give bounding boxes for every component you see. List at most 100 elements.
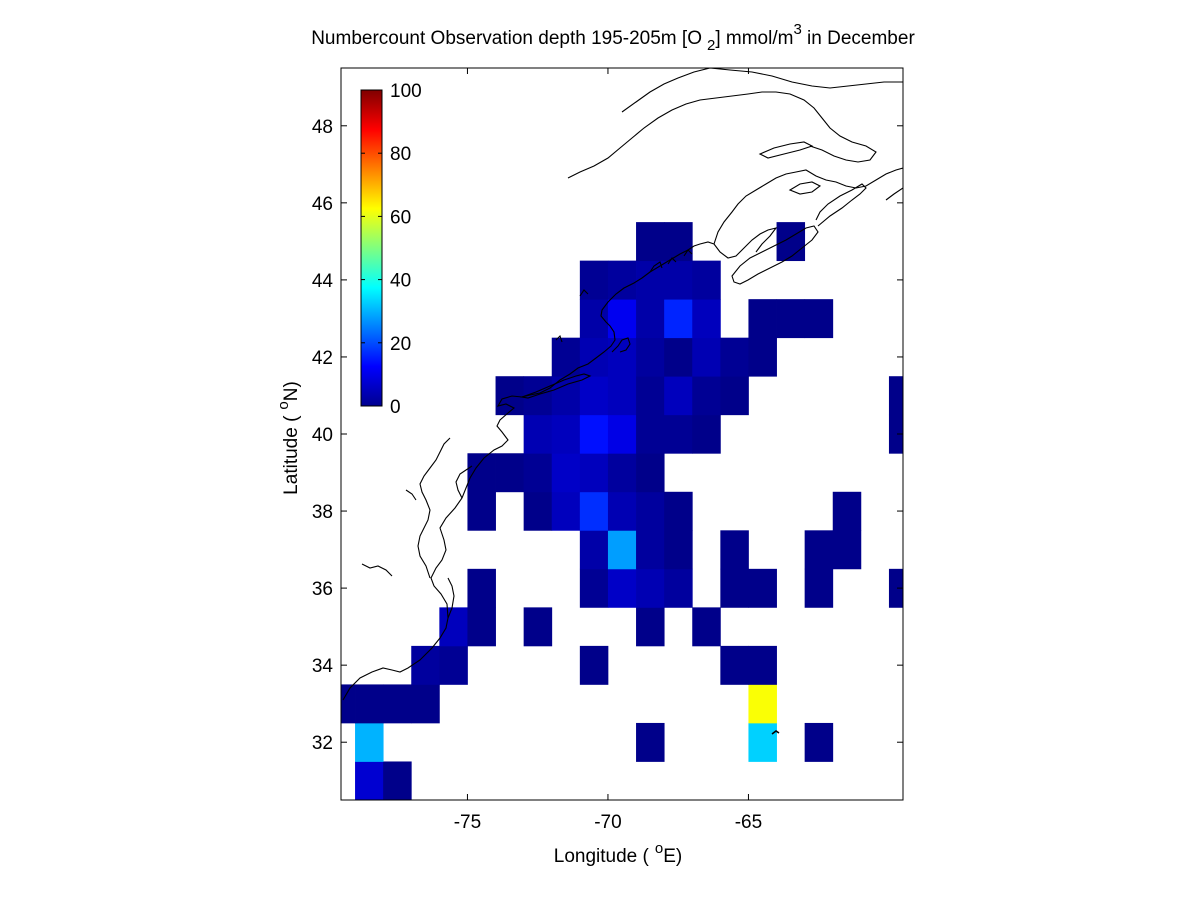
heatmap-cell — [748, 568, 777, 608]
heatmap-cell — [579, 530, 609, 570]
heatmap-cell — [495, 453, 525, 493]
heatmap-cell — [832, 530, 862, 570]
heatmap-cell — [692, 299, 721, 339]
coastline-nova-scotia — [731, 225, 819, 285]
heatmap-cell — [748, 645, 777, 685]
heatmap-cell — [551, 337, 581, 377]
heatmap-cell — [579, 568, 609, 608]
heatmap-cell — [383, 684, 412, 724]
heatmap-cell — [776, 299, 806, 339]
heatmap-cell — [579, 299, 609, 339]
title-superscript: 3 — [793, 21, 801, 38]
x-axis-ticks: -75 -70 -65 — [454, 68, 762, 833]
coastline-bay-of-fundy — [713, 227, 778, 259]
coastline-maine-islands — [555, 249, 693, 343]
title-subscript: 2 — [707, 37, 715, 54]
heatmap-cell — [720, 530, 749, 570]
y-tick-label: 42 — [312, 348, 333, 369]
heatmap-cell — [523, 414, 553, 454]
colorbar-tick-label: 80 — [390, 144, 411, 165]
heatmap-cell — [692, 414, 721, 454]
heatmap-cell — [832, 491, 862, 531]
heatmap-cell — [720, 337, 749, 377]
heatmap-cell — [607, 376, 637, 416]
y-tick-label: 32 — [312, 733, 333, 754]
colorbar-bar — [360, 89, 383, 407]
heatmap-cell — [664, 568, 693, 608]
heatmap-cell — [523, 607, 553, 647]
y-tick-label: 46 — [312, 194, 333, 215]
heatmap-cell — [579, 453, 609, 493]
heatmap-cell — [888, 376, 903, 416]
heatmap-cell — [720, 568, 749, 608]
coastline-us-east — [342, 241, 715, 701]
coastline-st-lawrence-north — [621, 68, 903, 113]
heatmap-cell — [579, 645, 609, 685]
heatmap-cell — [355, 684, 384, 724]
heatmap-cell — [720, 376, 749, 416]
heatmap-cell — [579, 414, 609, 454]
heatmap-cell — [607, 414, 637, 454]
y-tick-label: 38 — [312, 502, 333, 523]
heatmap-cell — [804, 299, 834, 339]
y-axis-ticks: 32 34 36 38 40 42 44 46 48 — [312, 117, 903, 754]
colorbar-ticks: 0 20 40 60 80 100 — [361, 81, 422, 418]
heatmap-cell — [636, 414, 665, 454]
heatmap-cell — [467, 491, 496, 531]
y-tick-label: 34 — [312, 656, 334, 677]
x-label-degree: o — [655, 840, 663, 857]
heatmap-cell — [748, 299, 777, 339]
colorbar-tick-label: 100 — [390, 81, 422, 102]
y-tick-label: 40 — [312, 425, 333, 446]
y-label-degree: o — [275, 401, 292, 409]
colorbar-tick-label: 40 — [390, 271, 411, 292]
coastline-delaware — [455, 465, 473, 499]
heatmap-cell — [411, 684, 440, 724]
heatmap-cell — [664, 414, 693, 454]
heatmap-cell — [664, 337, 693, 377]
heatmap-cell — [748, 722, 777, 762]
heatmap-cell — [636, 722, 665, 762]
coastline-chesapeake — [417, 437, 451, 579]
heatmap-cell — [523, 453, 553, 493]
heatmap-cell — [664, 299, 693, 339]
heatmap-cell — [748, 684, 777, 724]
coastline-newfoundland — [885, 187, 903, 201]
colorbar: 0 20 40 60 80 100 — [360, 81, 422, 418]
heatmap-cell — [579, 376, 609, 416]
heatmap-cell — [692, 260, 721, 300]
heatmap-cell — [523, 491, 553, 531]
heatmap-cell — [636, 568, 665, 608]
x-tick-label: -65 — [735, 812, 762, 833]
heatmap-cell — [607, 453, 637, 493]
heatmap-cell — [551, 453, 581, 493]
heatmap-cell — [495, 376, 525, 416]
x-tick-label: -70 — [594, 812, 621, 833]
coastline-anticosti — [758, 141, 814, 159]
heatmap-cell — [636, 299, 665, 339]
title-suffix: in December — [802, 28, 916, 49]
heatmap-cell — [551, 491, 581, 531]
heatmap-cell — [804, 530, 834, 570]
x-label-suffix: E) — [663, 846, 682, 867]
y-tick-label: 44 — [312, 271, 334, 292]
coastline-cape-cod — [611, 337, 631, 353]
heatmap-cell — [636, 530, 665, 570]
title-prefix: Numbercount Observation depth 195-205m [… — [311, 28, 702, 49]
y-label-prefix: Latitude ( — [281, 415, 302, 495]
colorbar-tick-label: 60 — [390, 207, 411, 228]
heatmap-cell — [692, 337, 721, 377]
heatmap-cell — [579, 491, 609, 531]
coastline-st-lawrence-south — [567, 91, 877, 179]
heatmap-cell — [551, 414, 581, 454]
heatmap-cell — [636, 607, 665, 647]
coastline-outer-banks — [447, 577, 455, 619]
title-mid: ] mmol/m — [715, 28, 793, 49]
heatmap-cell — [636, 453, 665, 493]
y-tick-label: 48 — [312, 117, 333, 138]
heatmap-cell — [439, 645, 468, 685]
heatmap-cell — [467, 607, 496, 647]
heatmap-cell — [411, 645, 440, 685]
heatmap-cell — [383, 761, 412, 800]
